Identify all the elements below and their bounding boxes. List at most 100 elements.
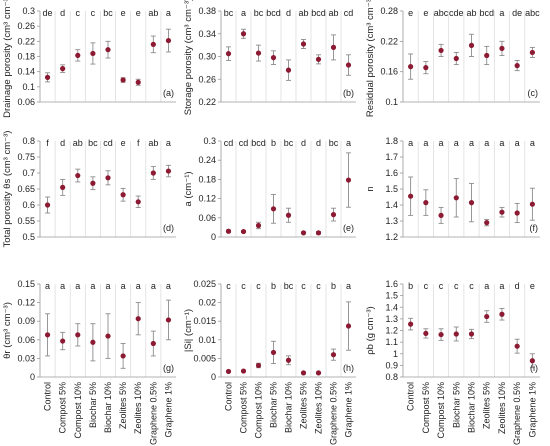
- significance-letter: a: [423, 138, 428, 148]
- y-tick-label: 0.26: [198, 74, 216, 84]
- y-tick-label: 1.7: [385, 152, 398, 162]
- y-tick-label: 1.4: [385, 200, 398, 210]
- y-axis-label: Storage porosity (cm³ cm⁻³): [183, 0, 194, 115]
- significance-letter: c: [424, 281, 429, 291]
- significance-letter: a: [499, 8, 504, 18]
- data-point: [529, 49, 535, 56]
- y-tick-label: 0.55: [17, 216, 35, 226]
- significance-letter: e: [408, 8, 413, 18]
- data-point: [240, 228, 247, 235]
- data-point: [484, 52, 490, 59]
- y-tick-label: 0: [211, 232, 216, 242]
- significance-letter: b: [271, 138, 276, 148]
- data-point: [255, 50, 262, 56]
- significance-letter: bc: [284, 281, 294, 291]
- y-axis-label: Total porosity θs (cm³ cm⁻³): [2, 131, 13, 248]
- data-point: [44, 332, 51, 338]
- significance-letter: a: [60, 281, 65, 291]
- data-point: [345, 62, 352, 68]
- significance-letter: bcd: [266, 8, 281, 18]
- data-point: [499, 45, 505, 52]
- x-tick-label: Compost 5%: [58, 382, 68, 434]
- significance-letter: bcd: [479, 8, 494, 18]
- data-point: [255, 222, 262, 229]
- panel-label: (e): [343, 223, 354, 233]
- significance-letter: a: [151, 281, 156, 291]
- y-tick-label: 0.15: [17, 279, 35, 289]
- significance-letter: c: [439, 281, 444, 291]
- y-tick-label: 1.5: [385, 184, 398, 194]
- panel-label: (f): [530, 223, 539, 233]
- y-tick-label: 0.18: [17, 52, 35, 62]
- y-axis-label: ρb (g cm⁻³): [365, 306, 376, 354]
- y-tick-label: 0.28: [380, 6, 398, 16]
- data-point: [225, 228, 232, 234]
- x-tick-label: Zeolites 5%: [299, 382, 309, 429]
- data-point: [225, 368, 232, 375]
- data-point: [165, 317, 172, 323]
- data-point: [330, 352, 337, 358]
- data-point: [285, 67, 292, 73]
- y-tick-label: 0.7: [22, 168, 35, 178]
- significance-letter: a: [166, 138, 171, 148]
- significance-letter: a: [484, 281, 489, 291]
- data-point: [408, 193, 414, 199]
- significance-letter: c: [256, 281, 261, 291]
- significance-letter: c: [316, 281, 321, 291]
- y-tick-label: 1.6: [385, 168, 398, 178]
- data-point: [453, 195, 459, 201]
- panel-f: 1.21.31.41.51.61.71.8na a a a a a a a a(f): [365, 136, 540, 242]
- data-point: [120, 353, 126, 359]
- y-tick-label: 0.025: [193, 279, 216, 289]
- panel-label: (b): [343, 88, 354, 98]
- y-tick-label: 0.38: [198, 6, 216, 16]
- significance-letter: a: [45, 281, 50, 291]
- significance-letter: bc: [329, 138, 339, 148]
- y-tick-label: 1.1: [385, 337, 398, 347]
- y-tick-label: 0: [211, 372, 216, 382]
- y-tick-label: 0.5: [22, 232, 35, 242]
- y-tick-label: 0.12: [17, 298, 35, 308]
- y-tick-label: 1.2: [385, 326, 398, 336]
- x-tick-label: Graphene 0.5%: [148, 382, 158, 445]
- panel-c: 0.1 0.16 0.22 0.28 Residual porosity (cm³ cm…: [365, 0, 540, 117]
- data-point: [135, 199, 141, 205]
- y-tick-label: 0.9: [385, 360, 398, 370]
- y-tick-label: 0.3: [22, 6, 35, 16]
- data-point: [75, 332, 81, 338]
- significance-letter: a: [90, 281, 95, 291]
- data-point: [270, 206, 277, 212]
- y-tick-label: 0.65: [17, 184, 35, 194]
- significance-letter: cde: [449, 8, 464, 18]
- significance-letter: c: [76, 8, 81, 18]
- y-tick-label: 1.6: [385, 279, 398, 289]
- x-tick-label: Compost 5%: [421, 382, 431, 434]
- y-tick-label: 0.06: [198, 213, 216, 223]
- y-tick-label: 0.1: [385, 97, 398, 107]
- data-point: [499, 209, 505, 215]
- data-point: [255, 362, 262, 369]
- data-point: [514, 210, 520, 216]
- y-tick-label: 0.18: [198, 174, 216, 184]
- significance-letter: e: [136, 8, 141, 18]
- x-tick-label: Compost 10%: [254, 382, 264, 439]
- data-point: [453, 55, 459, 62]
- x-tick-label: Zeolites 5%: [482, 382, 492, 429]
- significance-letter: e: [121, 138, 126, 148]
- significance-letter: ab: [148, 138, 158, 148]
- data-point: [514, 63, 520, 69]
- y-tick-label: 0.06: [17, 97, 35, 107]
- data-point: [105, 175, 111, 181]
- y-axis-label: θr (cm³ cm⁻³): [2, 302, 13, 359]
- data-point: [135, 79, 141, 85]
- significance-letter: a: [499, 138, 504, 148]
- data-point: [499, 311, 505, 317]
- significance-letter: d: [301, 138, 306, 148]
- significance-letter: ab: [466, 8, 476, 18]
- x-tick-label: Biochar 10%: [467, 382, 477, 433]
- data-point: [330, 212, 337, 218]
- data-point: [529, 358, 535, 364]
- significance-letter: a: [515, 138, 520, 148]
- significance-letter: a: [166, 8, 171, 18]
